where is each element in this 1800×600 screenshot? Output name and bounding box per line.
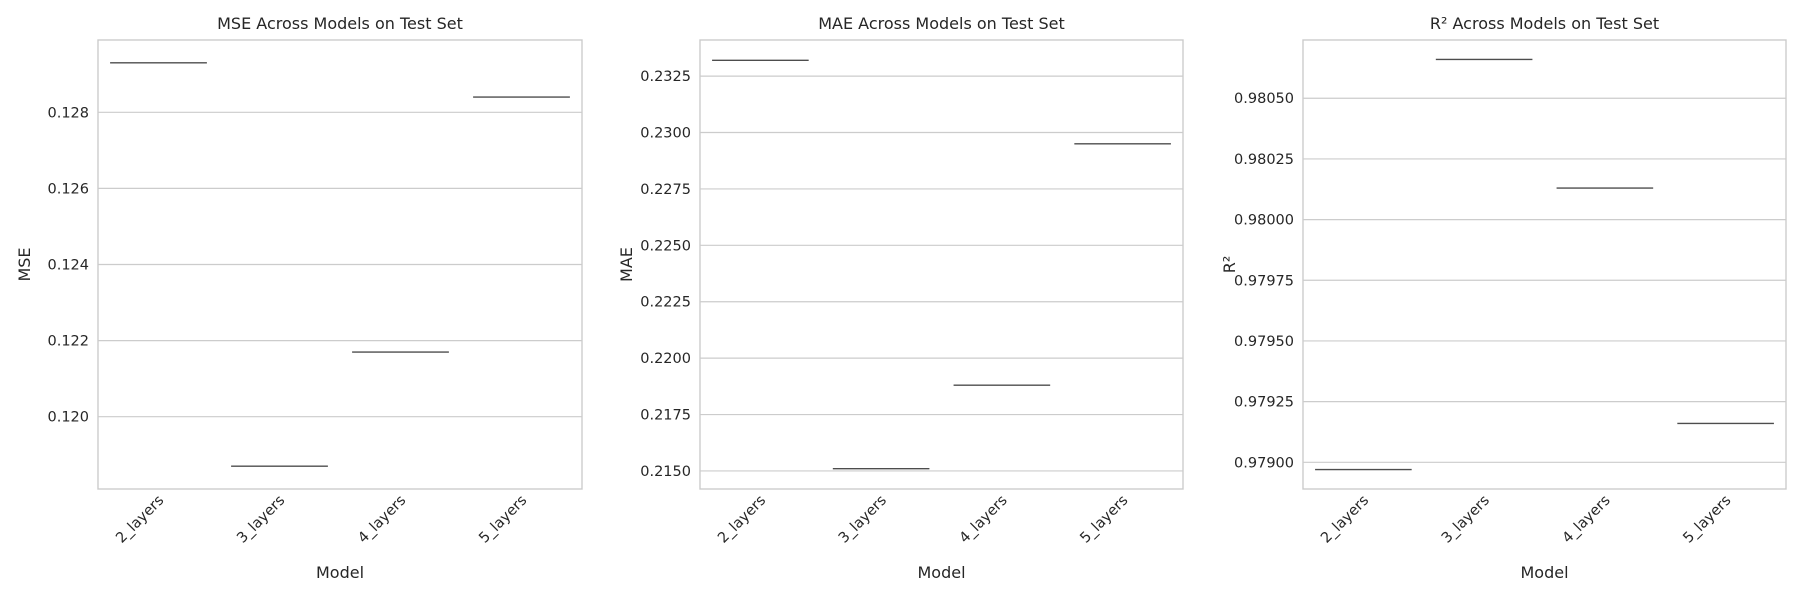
mae-ytick-label: 0.2175 (640, 408, 691, 424)
r2-ytick-label: 0.97975 (1234, 273, 1294, 289)
mse-y-axis-label: MSE (15, 247, 34, 281)
mae-ytick-label: 0.2325 (640, 69, 691, 85)
mae-ytick-label: 0.2200 (640, 351, 691, 367)
mse-ytick-label: 0.122 (47, 334, 89, 350)
r2-ytick-label: 0.97950 (1234, 334, 1294, 350)
r2-ytick-label: 0.98025 (1234, 152, 1294, 168)
mae-ytick-label: 0.2300 (640, 126, 691, 142)
mse-chart-title: MSE Across Models on Test Set (217, 14, 463, 33)
mae-ytick-label: 0.2225 (640, 295, 691, 311)
r2-ytick-label: 0.97925 (1234, 395, 1294, 411)
mae-y-axis-label: MAE (617, 247, 636, 282)
mae-chart-title: MAE Across Models on Test Set (818, 14, 1065, 33)
mae-x-axis-label: Model (917, 563, 965, 582)
mse-x-axis-label: Model (316, 563, 364, 582)
r2-plot-frame (1302, 39, 1787, 490)
r2-xtick-label: 3_layers (1439, 493, 1493, 547)
r2-ytick-label: 0.98050 (1234, 91, 1294, 107)
r2-xtick-label: 5_layers (1680, 493, 1734, 547)
mse-ytick-label: 0.124 (47, 258, 89, 274)
mse-plot-frame (97, 39, 583, 490)
mae-chart-panel: 0.2150 0.2175 0.2200 0.2225 0.2250 0.2275 0.23… (617, 14, 1184, 582)
mae-xtick-label: 4_layers (957, 493, 1011, 547)
mse-xtick-label: 3_layers (234, 493, 288, 547)
r2-chart-title: R² Across Models on Test Set (1430, 14, 1659, 33)
r2-ytick-label: 0.98000 (1234, 213, 1294, 229)
r2-x-axis-label: Model (1520, 563, 1568, 582)
mae-xtick-label: 2_layers (715, 493, 769, 547)
mse-ytick-label: 0.126 (47, 181, 89, 197)
mae-ytick-label: 0.2150 (640, 464, 691, 480)
mse-xtick-label: 5_layers (476, 493, 530, 547)
mae-xtick-label: 3_layers (836, 493, 890, 547)
r2-y-axis-label: R² (1220, 256, 1239, 274)
mse-xtick-label: 2_layers (113, 493, 167, 547)
r2-chart-panel: 0.97900 0.97925 0.97950 0.97975 0.98000 0.980… (1220, 14, 1787, 582)
r2-ytick-label: 0.97900 (1234, 455, 1294, 471)
mae-ytick-label: 0.2275 (640, 182, 691, 198)
r2-xtick-label: 4_layers (1560, 493, 1614, 547)
mse-xtick-label: 4_layers (355, 493, 409, 547)
mae-ytick-label: 0.2250 (640, 238, 691, 254)
mse-ytick-label: 0.120 (47, 410, 89, 426)
r2-xtick-label: 2_layers (1318, 493, 1372, 547)
mae-plot-frame (699, 39, 1184, 490)
mse-chart-panel: 0.120 0.122 0.124 0.126 0.128 2_layers 3_layer… (15, 14, 583, 582)
mse-ytick-label: 0.128 (47, 105, 89, 121)
mae-xtick-label: 5_layers (1077, 493, 1131, 547)
